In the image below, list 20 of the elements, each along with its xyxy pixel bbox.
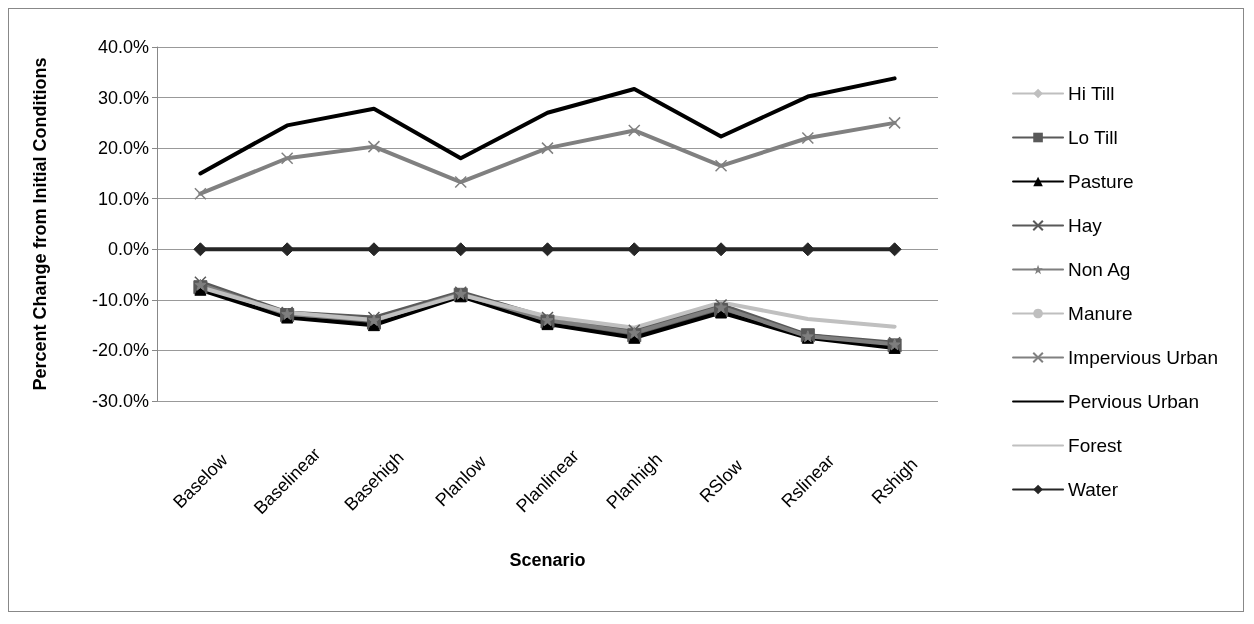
x-axis-title: Scenario <box>509 550 586 570</box>
legend-label: Forest <box>1068 435 1123 456</box>
y-tick-label: 30.0% <box>97 87 149 108</box>
legend-label: Water <box>1068 479 1119 500</box>
legend-label: Lo Till <box>1068 127 1118 148</box>
y-tick-label: 10.0% <box>97 188 149 209</box>
y-tick-label: 20.0% <box>97 138 149 159</box>
y-tick-label: -30.0% <box>91 391 149 411</box>
y-tick-label: 0.0% <box>107 239 149 260</box>
legend-label: Hay <box>1068 215 1103 236</box>
legend-label: Pasture <box>1068 171 1134 192</box>
y-tick-label: -10.0% <box>91 289 149 310</box>
legend-label: Impervious Urban <box>1068 347 1218 368</box>
legend-label: Manure <box>1068 303 1133 324</box>
y-tick-label: 40.0% <box>97 37 149 57</box>
y-tick-label: -20.0% <box>91 340 149 361</box>
legend-label: Non Ag <box>1068 259 1131 280</box>
legend-label: Hi Till <box>1068 83 1115 104</box>
y-axis-title: Percent Change from Initial Conditions <box>30 57 50 391</box>
legend-label: Pervious Urban <box>1068 391 1199 412</box>
